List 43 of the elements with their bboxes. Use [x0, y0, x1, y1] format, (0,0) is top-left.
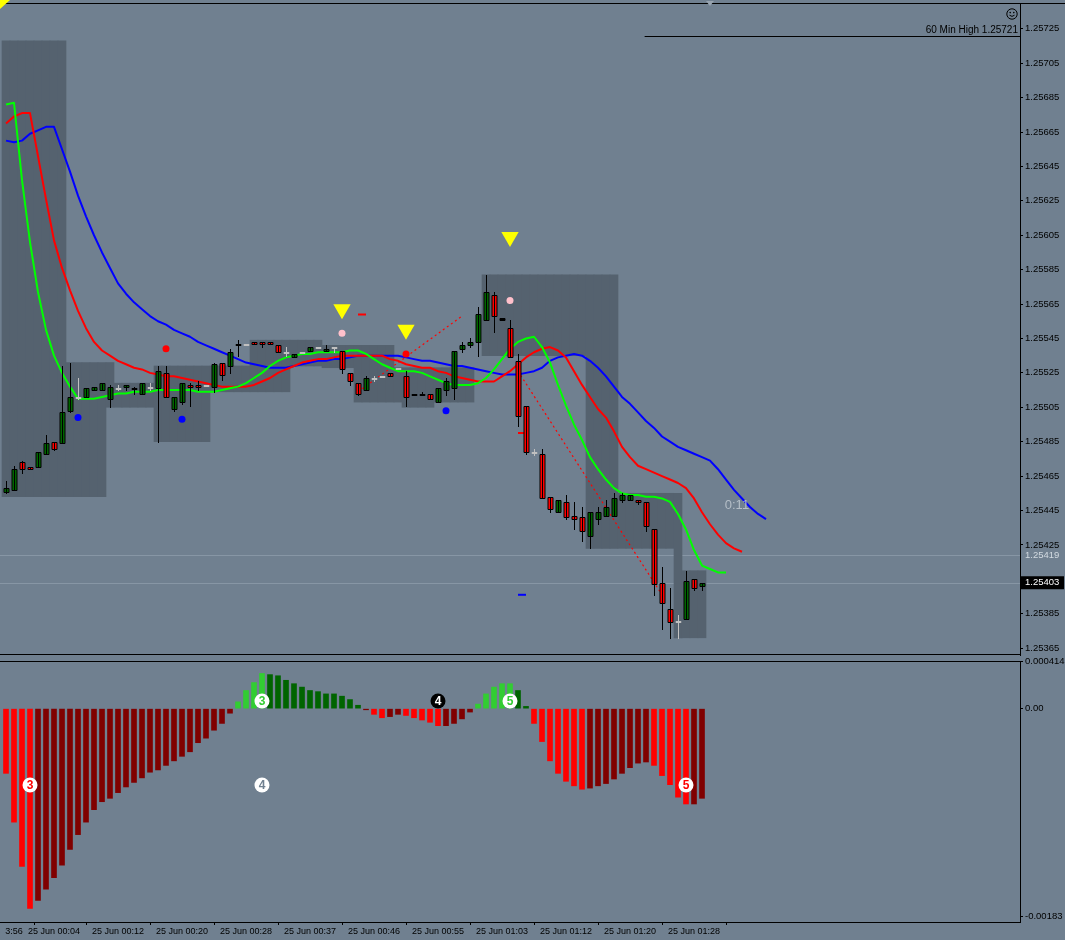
x-tick-label: 25 Jun 00:46: [347, 925, 401, 936]
y-tick-label: 1.25685: [1025, 91, 1060, 103]
y-tick-label: 1.25585: [1025, 263, 1060, 275]
y-tick-label: 1.25545: [1025, 332, 1060, 344]
x-tick-label: 25 Jun 01:20: [603, 925, 657, 936]
ref-line-label: 60 Min High 1.25721: [925, 23, 1019, 35]
y-tick-label: -0.00183: [1025, 909, 1063, 921]
x-tick-label: 25 Jun 00:12: [91, 925, 145, 936]
x-tick-label: 25 Jun 00:20: [155, 925, 209, 936]
y-tick-label: 1.25645: [1025, 160, 1060, 172]
y-tick-label: 1.25725: [1025, 22, 1060, 34]
x-tick-label: 25 Jun 00:28: [219, 925, 273, 936]
annotation: 0:11: [724, 496, 750, 512]
x-tick-label: 25 Jun 01:28: [667, 925, 721, 936]
y-tick-label: 1.25605: [1025, 228, 1060, 240]
x-tick-label: 25 Jun 00:04: [27, 925, 81, 936]
y-tick-label: 1.25425: [1025, 538, 1060, 550]
annotation: 3: [26, 777, 34, 792]
x-tick-label: 25 Jun 00:37: [283, 925, 337, 936]
x-tick-label: 25 Jun 01:12: [539, 925, 593, 936]
y-tick-label: 1.25705: [1025, 56, 1060, 68]
y-tick-label: 1.25665: [1025, 125, 1060, 137]
y-tick-label: 1.25625: [1025, 194, 1060, 206]
y-tick-label: 1.25485: [1025, 435, 1060, 447]
annotation: 5: [506, 693, 514, 708]
annotation: 4: [258, 777, 266, 792]
ref-line-label: 1.25403: [1025, 576, 1060, 588]
y-tick-label: 1.25505: [1025, 400, 1060, 412]
y-tick-label: 0.00: [1025, 702, 1044, 714]
annotation: 5: [682, 777, 690, 792]
y-tick-label: 0.000414: [1025, 655, 1065, 667]
y-tick-label: 1.25525: [1025, 366, 1060, 378]
annotation: 3: [258, 693, 266, 708]
y-tick-label: 1.25445: [1025, 504, 1060, 516]
y-tick-label: 1.25385: [1025, 607, 1060, 619]
y-tick-label: 1.25565: [1025, 297, 1060, 309]
y-tick-label: 1.25365: [1025, 641, 1060, 653]
ref-line-label: 1.25419: [1025, 548, 1060, 560]
x-tick-label: 25 Jun 00:55: [411, 925, 465, 936]
y-tick-label: 1.25465: [1025, 469, 1060, 481]
annotation: 4: [434, 693, 442, 708]
x-tick-label: 25 Jun 01:03: [475, 925, 529, 936]
x-tick-label: 3:56: [5, 925, 23, 936]
